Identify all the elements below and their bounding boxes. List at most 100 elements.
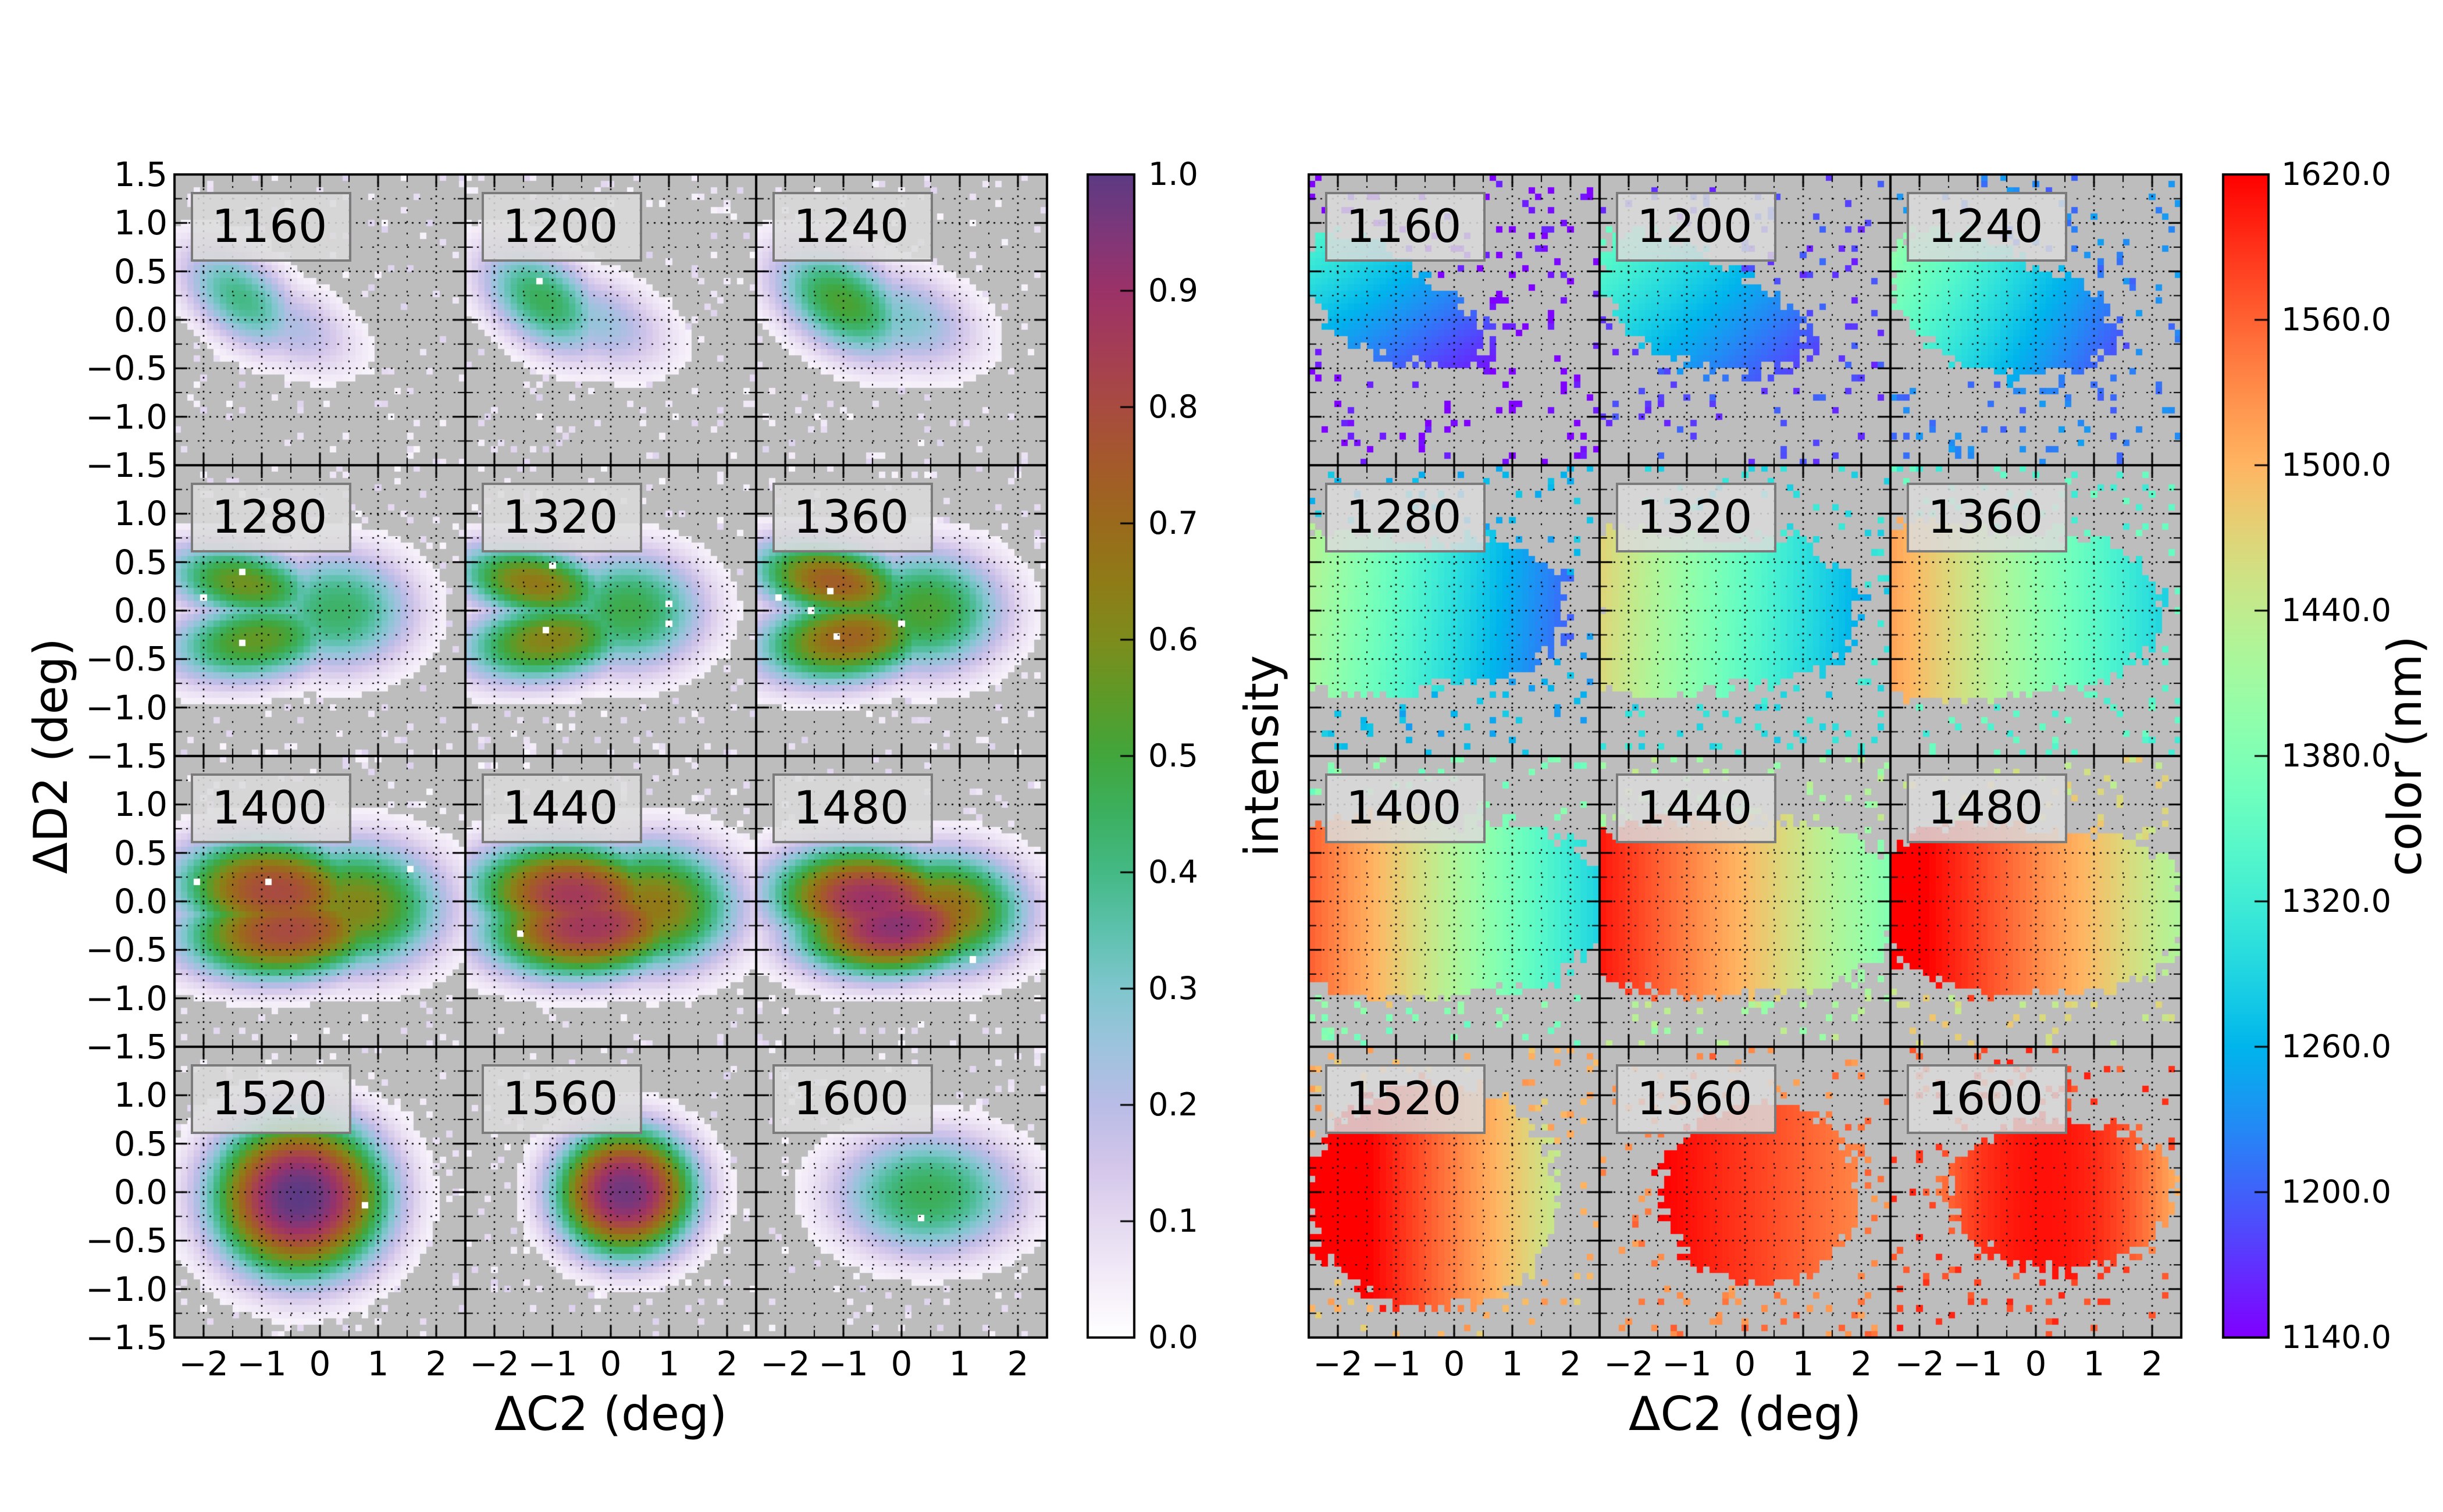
x-tick-label: −1 (237, 1344, 287, 1383)
color-cbar-tick-label: 1620.0 (2281, 156, 2391, 192)
color-cbar-tick-label: 1140.0 (2281, 1319, 2391, 1356)
subplot-wavelength-label: 1280 (212, 491, 327, 544)
y-tick-label: −1.5 (86, 736, 168, 776)
intensity-cbar-tick-label: 0.6 (1148, 621, 1198, 658)
y-tick-label: −1.0 (86, 1269, 168, 1309)
subplot-wavelength-box: 1240 (772, 192, 933, 262)
x-tick-label: 2 (1850, 1344, 1872, 1383)
y-tick-label: 1.5 (113, 155, 168, 194)
x-tick-label: −2 (760, 1344, 810, 1383)
y-tick-label: −0.5 (86, 348, 168, 388)
subplot-wavelength-box: 1480 (1907, 773, 2067, 843)
subplot-wavelength-box: 1200 (1616, 192, 1776, 262)
subplot-wavelength-box: 1560 (482, 1064, 642, 1134)
color-cbar-tick-label: 1260.0 (2281, 1028, 2391, 1065)
subplot-wavelength-label: 1440 (1637, 782, 1753, 835)
intensity-cbar-tick-label: 0.0 (1148, 1319, 1198, 1356)
subplot-wavelength-label: 1160 (1346, 201, 1462, 253)
y-tick-label: 0.0 (113, 1172, 168, 1212)
subplot-wavelength-box: 1280 (191, 483, 351, 552)
y-tick-label: 1.0 (113, 1075, 168, 1115)
intensity-cbar-tick-label: 0.3 (1148, 970, 1198, 1007)
intensity-cbar-tick-label: 1.0 (1148, 156, 1198, 192)
subplot-wavelength-box: 1320 (1616, 483, 1776, 552)
subplot-wavelength-label: 1360 (793, 491, 909, 544)
subplot-wavelength-label: 1400 (212, 782, 327, 835)
subplot-wavelength-box: 1400 (1325, 773, 1486, 843)
x-tick-label: −2 (179, 1344, 229, 1383)
y-axis-label: ΔD2 (deg) (24, 638, 78, 874)
subplot-wavelength-label: 1440 (503, 782, 618, 835)
subplot-wavelength-label: 1320 (1637, 491, 1753, 544)
y-tick-label: 0.5 (113, 833, 168, 873)
x-tick-label: 1 (2083, 1344, 2105, 1383)
subplot-wavelength-label: 1520 (1346, 1073, 1462, 1125)
intensity-cbar-tick-label: 0.7 (1148, 505, 1198, 541)
y-tick-label: −0.5 (86, 930, 168, 970)
color-cbar-tick-label: 1440.0 (2281, 592, 2391, 629)
y-tick-label: 0.0 (113, 300, 168, 340)
subplot-wavelength-label: 1400 (1346, 782, 1462, 835)
subplot-wavelength-label: 1360 (1928, 491, 2043, 544)
intensity-cbar-tick-label: 0.2 (1148, 1086, 1198, 1123)
x-tick-label: −2 (469, 1344, 519, 1383)
subplot-wavelength-label: 1560 (1637, 1073, 1753, 1125)
x-tick-label: 1 (1501, 1344, 1523, 1383)
subplot-wavelength-box: 1480 (772, 773, 933, 843)
x-tick-label: −1 (818, 1344, 868, 1383)
x-tick-label: 0 (1734, 1344, 1756, 1383)
y-tick-label: −0.5 (86, 1221, 168, 1261)
subplot-wavelength-box: 1160 (191, 192, 351, 262)
x-tick-label: 1 (658, 1344, 680, 1383)
x-axis-label-right-group: ΔC2 (deg) (1628, 1387, 1862, 1441)
intensity-cbar-tick-label: 0.9 (1148, 272, 1198, 309)
x-tick-label: 0 (1443, 1344, 1465, 1383)
subplot-wavelength-label: 1320 (503, 491, 618, 544)
x-tick-label: −1 (1371, 1344, 1421, 1383)
subplot-wavelength-box: 1360 (1907, 483, 2067, 552)
subplot-wavelength-label: 1600 (1928, 1073, 2043, 1125)
subplot-wavelength-label: 1560 (503, 1073, 618, 1125)
x-tick-label: 2 (716, 1344, 738, 1383)
subplot-wavelength-box: 1440 (1616, 773, 1776, 843)
x-tick-label: 2 (1559, 1344, 1582, 1383)
y-tick-label: 0.0 (113, 591, 168, 630)
intensity-colorbar-label: intensity (1235, 655, 1289, 857)
y-tick-label: −1.0 (86, 687, 168, 728)
subplot-wavelength-box: 1280 (1325, 483, 1486, 552)
x-tick-label: 1 (367, 1344, 389, 1383)
x-tick-label: −2 (1894, 1344, 1945, 1383)
subplot-wavelength-box: 1440 (482, 773, 642, 843)
subplot-wavelength-label: 1200 (1637, 201, 1753, 253)
subplot-wavelength-label: 1200 (503, 201, 618, 253)
subplot-wavelength-box: 1360 (772, 483, 933, 552)
subplot-wavelength-box: 1240 (1907, 192, 2067, 262)
x-tick-label: −2 (1604, 1344, 1654, 1383)
subplot-wavelength-label: 1480 (1928, 782, 2043, 835)
x-tick-label: 0 (891, 1344, 913, 1383)
subplot-wavelength-label: 1240 (1928, 201, 2043, 253)
x-tick-label: 2 (425, 1344, 447, 1383)
subplot-wavelength-box: 1520 (191, 1064, 351, 1134)
x-tick-label: 0 (309, 1344, 331, 1383)
x-tick-label: 1 (1792, 1344, 1814, 1383)
color-cbar-tick-label: 1200.0 (2281, 1174, 2391, 1210)
subplot-wavelength-box: 1600 (1907, 1064, 2067, 1134)
y-tick-label: −1.5 (86, 1318, 168, 1357)
intensity-cbar-tick-label: 0.5 (1148, 737, 1198, 774)
x-tick-label: −2 (1313, 1344, 1363, 1383)
subplot-wavelength-label: 1520 (212, 1073, 327, 1125)
y-tick-label: 1.0 (113, 203, 168, 243)
subplot-wavelength-label: 1600 (793, 1073, 909, 1125)
x-axis-label-left-group: ΔC2 (deg) (494, 1387, 728, 1441)
subplot-wavelength-label: 1160 (212, 201, 327, 253)
y-tick-label: −1.0 (86, 978, 168, 1018)
y-tick-label: −0.5 (86, 639, 168, 679)
subplot-wavelength-box: 1520 (1325, 1064, 1486, 1134)
x-tick-label: −1 (1662, 1344, 1712, 1383)
color-cbar-tick-label: 1560.0 (2281, 301, 2391, 338)
x-tick-label: 0 (600, 1344, 622, 1383)
subplot-wavelength-label: 1480 (793, 782, 909, 835)
y-tick-label: 0.5 (113, 251, 168, 291)
